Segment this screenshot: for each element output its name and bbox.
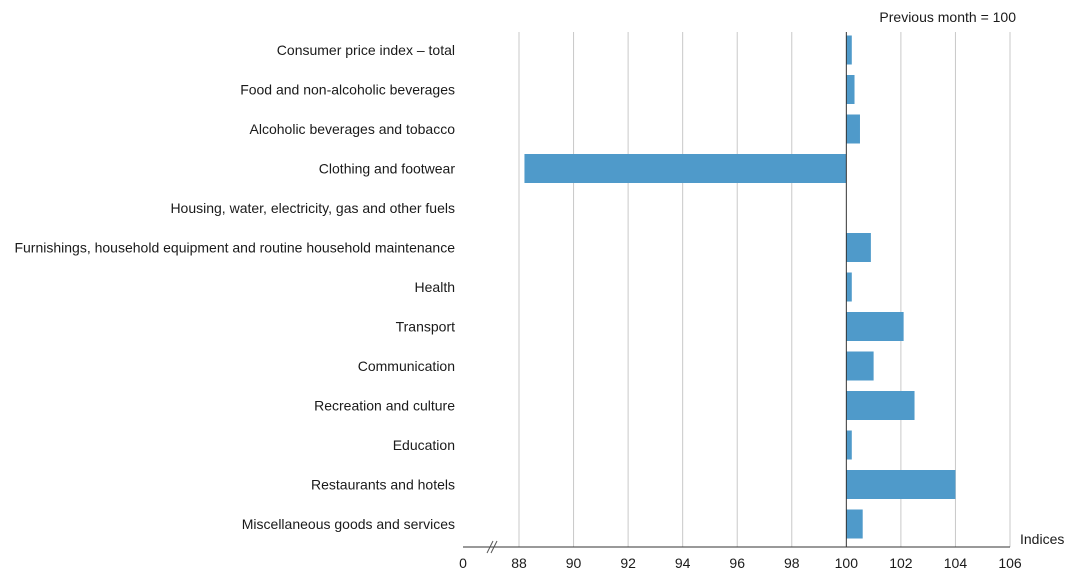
bar-6 xyxy=(846,233,871,262)
x-tick-label: 104 xyxy=(944,555,968,571)
unit-label: Previous month = 100 xyxy=(879,9,1016,25)
axis-break-mark xyxy=(486,540,498,554)
category-label: Furnishings, household equipment and rou… xyxy=(14,240,455,256)
bar-1 xyxy=(846,35,852,65)
x-tick-label: 100 xyxy=(835,555,859,571)
x-tick-label: 0 xyxy=(459,555,467,571)
bar-7 xyxy=(846,272,852,302)
x-tick-label: 96 xyxy=(729,555,745,571)
category-label: Food and non-alcoholic beverages xyxy=(240,82,455,98)
x-tick-label: 94 xyxy=(675,555,691,571)
category-label: Alcoholic beverages and tobacco xyxy=(250,121,456,137)
bar-2 xyxy=(846,75,855,104)
bar-11 xyxy=(846,430,852,460)
bar-3 xyxy=(846,114,860,144)
x-tick-label: 88 xyxy=(511,555,527,571)
bar-8 xyxy=(846,312,904,341)
x-axis xyxy=(463,540,1010,554)
axis-break-line-1 xyxy=(486,540,494,554)
category-label: Health xyxy=(415,279,455,295)
category-label: Clothing and footwear xyxy=(319,161,456,177)
x-tick-label: 106 xyxy=(998,555,1022,571)
category-label: Consumer price index – total xyxy=(277,42,455,58)
bar-layer xyxy=(524,35,956,539)
bar-13 xyxy=(846,509,863,539)
category-label: Miscellaneous goods and services xyxy=(242,516,455,532)
bar-12 xyxy=(846,470,956,499)
bar-9 xyxy=(846,351,874,381)
category-label: Recreation and culture xyxy=(314,398,455,414)
category-label: Restaurants and hotels xyxy=(311,477,455,493)
x-tick-labels: 0 88 90 92 94 96 98 100 102 104 106 xyxy=(459,555,1022,571)
bar-10 xyxy=(846,391,915,420)
category-label: Transport xyxy=(396,319,456,335)
x-tick-label: 102 xyxy=(889,555,913,571)
axis-break-line-2 xyxy=(490,540,498,554)
bar-4 xyxy=(524,154,847,183)
category-labels: Consumer price index – total Food and non… xyxy=(14,42,455,532)
x-tick-label: 90 xyxy=(566,555,582,571)
x-tick-label: 92 xyxy=(620,555,636,571)
grid-layer xyxy=(518,32,1011,547)
category-label: Education xyxy=(393,437,455,453)
x-tick-label: 98 xyxy=(784,555,800,571)
category-label: Communication xyxy=(358,358,455,374)
category-label: Housing, water, electricity, gas and oth… xyxy=(170,200,455,216)
x-axis-label: Indices xyxy=(1020,531,1064,547)
